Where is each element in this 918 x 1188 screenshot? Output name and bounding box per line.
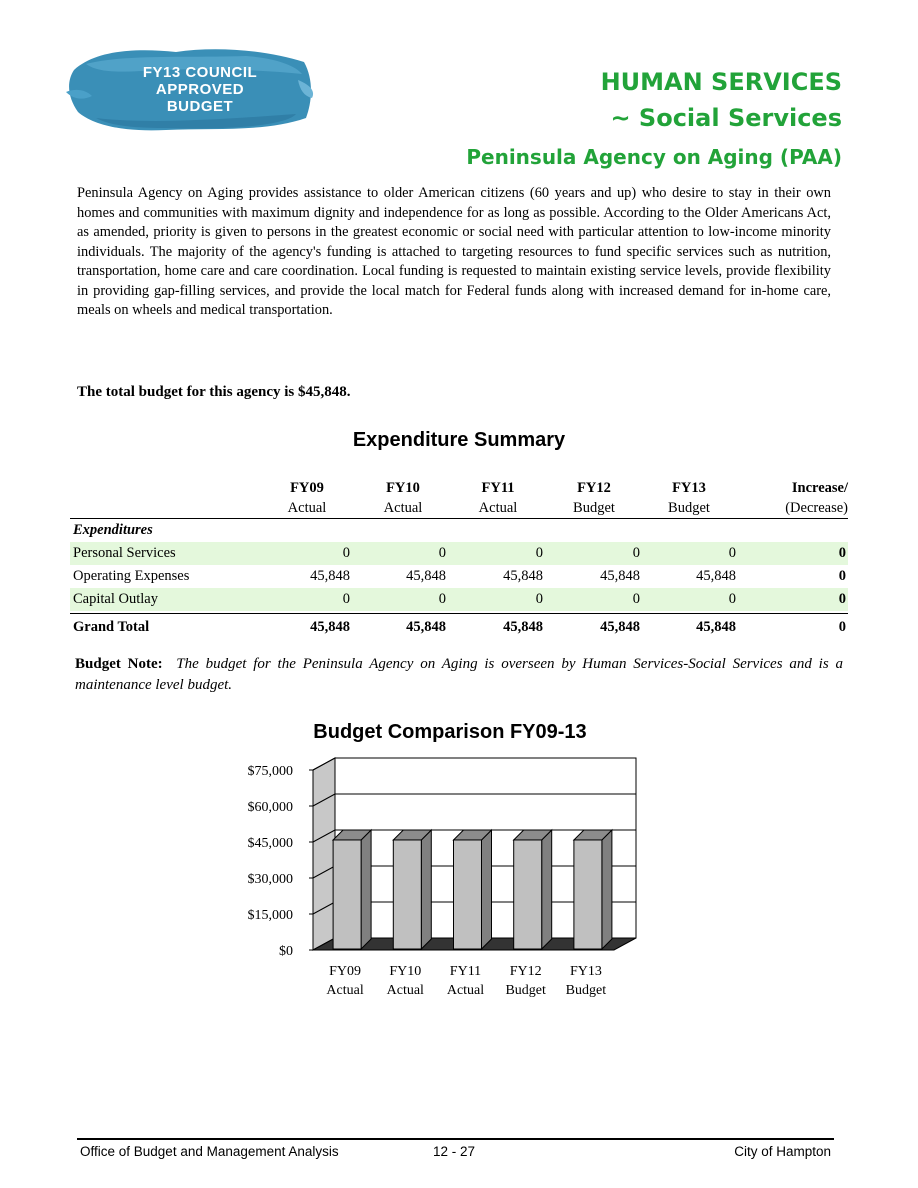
column-header: FY10 Actual — [383, 480, 423, 516]
table-row: Personal Services 0 0 0 0 0 0 — [70, 542, 848, 565]
footer-office: Office of Budget and Management Analysis — [80, 1144, 339, 1159]
expenditure-summary-title: Expenditure Summary — [352, 429, 566, 451]
table-cell: 45,848 — [310, 568, 350, 584]
table-cell: 0 — [535, 545, 543, 561]
x-tick-label: Actual — [447, 983, 484, 998]
footer-divider — [77, 1138, 834, 1140]
y-tick-label: $75,000 — [248, 764, 294, 779]
gridline-side — [312, 829, 336, 843]
table-cell: 45,848 — [503, 568, 543, 584]
table-cell: 0 — [632, 591, 640, 607]
bar-side — [601, 828, 613, 951]
table-cell: 0 — [342, 591, 350, 607]
department-title: HUMAN SERVICES — [600, 68, 842, 96]
x-tick-label: Actual — [326, 983, 363, 998]
footer-city: City of Hampton — [734, 1144, 831, 1159]
x-tick-label: FY09 — [329, 964, 361, 979]
bar — [513, 839, 543, 950]
bar — [453, 839, 482, 950]
table-cell: 45,848 — [406, 619, 446, 635]
x-tick-label: FY11 — [450, 964, 481, 979]
row-label: Capital Outlay — [73, 591, 158, 607]
table-cell: 0 — [838, 591, 846, 607]
y-tick-label: $60,000 — [248, 800, 294, 815]
x-tick-label: FY12 — [510, 964, 542, 979]
row-label: Grand Total — [73, 619, 150, 635]
table-row: Capital Outlay 0 0 0 0 0 0 — [70, 588, 848, 611]
column-header: FY13 Budget — [668, 480, 710, 516]
table-cell: 45,848 — [600, 568, 640, 584]
bar-side — [420, 828, 432, 951]
gridline-side — [312, 901, 336, 915]
bar — [392, 839, 422, 950]
footer-page-number: 12 - 27 — [433, 1144, 476, 1159]
gridline-side — [312, 865, 336, 879]
table-cell: 0 — [838, 568, 846, 584]
budget-badge-brush — [66, 49, 314, 131]
bar-side — [481, 828, 492, 951]
y-tick-label: $0 — [279, 944, 293, 959]
budget-note-text: The budget for the Peninsula Agency on A… — [75, 656, 843, 693]
chart-title: Budget Comparison FY09-13 — [313, 721, 587, 743]
bar — [332, 839, 362, 950]
chart-side-wall — [312, 757, 336, 951]
y-tick-label: $45,000 — [248, 836, 294, 851]
table-cell: 0 — [438, 545, 446, 561]
column-header: FY11 Actual — [478, 480, 518, 516]
table-cell: 45,848 — [406, 568, 446, 584]
section-label: Expenditures — [73, 522, 153, 538]
grand-total-row: Grand Total 45,848 45,848 45,848 45,848 … — [70, 613, 848, 640]
y-tick-label: $15,000 — [248, 908, 294, 923]
budget-badge: FY13 COUNCIL APPROVED BUDGET — [100, 64, 300, 115]
table-cell: 0 — [535, 591, 543, 607]
table-cell: 0 — [838, 545, 846, 561]
badge-line-1: FY13 COUNCIL — [142, 64, 258, 81]
table-row: Operating Expenses 45,848 45,848 45,848 … — [70, 565, 848, 588]
table-cell: 45,848 — [310, 619, 350, 635]
table-cell: 0 — [838, 619, 846, 635]
column-header: FY12 Budget — [573, 480, 615, 516]
x-tick-label: Budget — [505, 983, 546, 998]
budget-note-label: Budget Note: — [75, 656, 163, 672]
table-cell: 45,848 — [503, 619, 543, 635]
table-cell: 0 — [728, 545, 736, 561]
gridline-side — [312, 793, 336, 807]
column-header: FY09 Actual — [287, 480, 327, 516]
badge-line-3: BUDGET — [166, 98, 234, 115]
table-cell: 0 — [728, 591, 736, 607]
budget-comparison-chart: $0 $15,000 $30,000 $45,000 $60,000 $75,000 FY0… — [248, 757, 637, 998]
table-cell: 0 — [438, 591, 446, 607]
x-tick-label: FY13 — [570, 964, 602, 979]
y-tick-label: $30,000 — [248, 872, 294, 887]
table-cell: 45,848 — [696, 619, 736, 635]
table-cell: 45,848 — [696, 568, 736, 584]
gridline-side — [312, 757, 336, 771]
bar — [573, 839, 603, 950]
x-tick-label: FY10 — [389, 964, 421, 979]
badge-line-2: APPROVED — [155, 81, 245, 98]
x-tick-label: Actual — [387, 983, 424, 998]
agency-description: Peninsula Agency on Aging provides assis… — [77, 185, 831, 318]
agency-title: Peninsula Agency on Aging (PAA) — [466, 145, 842, 169]
total-budget-statement: The total budget for this agency is $45,… — [77, 384, 351, 400]
x-tick-label: Budget — [566, 983, 607, 998]
bar-side — [360, 828, 372, 951]
row-label: Operating Expenses — [73, 568, 190, 584]
division-title: ~ Social Services — [610, 104, 842, 132]
bar-side — [541, 828, 553, 951]
column-header: Increase/(Decrease) — [785, 480, 848, 516]
budget-note: Budget Note: The budget for the Peninsul… — [75, 654, 843, 696]
table-cell: 45,848 — [600, 619, 640, 635]
table-cell: 0 — [342, 545, 350, 561]
expenditure-summary-table: FY09 Actual FY10 Actual FY11 Actual FY12 Bud… — [70, 476, 848, 640]
row-label: Personal Services — [73, 545, 176, 561]
table-header: FY09 Actual FY10 Actual FY11 Actual FY12 Bud… — [70, 476, 848, 519]
table-cell: 0 — [632, 545, 640, 561]
